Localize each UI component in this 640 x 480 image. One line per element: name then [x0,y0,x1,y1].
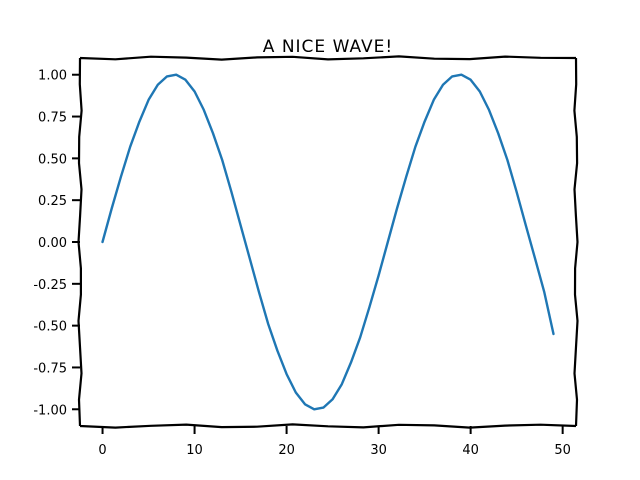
x-tick-label: 30 [370,443,387,458]
x-tick-label: 0 [98,443,106,458]
x-tick-label: 20 [278,443,295,458]
plot-frame [77,55,579,429]
y-tick-label: -1.00 [33,403,67,418]
y-tick-label: 0.75 [38,111,67,126]
x-axis-ticks: 0 10 20 30 40 50 [98,426,571,458]
chart-title: A NICE WAVE! [263,37,393,57]
y-tick-label: 1.00 [38,69,67,84]
y-axis-ticks: 1.00 0.75 0.50 0.25 0.00 -0.25 -0.50 -0.75 -1.00 [33,69,80,418]
y-tick-label: -0.25 [33,278,67,293]
y-tick-label: 0.25 [38,194,67,209]
y-tick-label: -0.50 [33,320,67,335]
wave-series-line [101,73,555,411]
x-tick-label: 10 [186,443,203,458]
x-tick-label: 50 [554,443,571,458]
y-tick-label: -0.75 [33,361,67,376]
y-tick-label: 0.50 [38,152,67,167]
x-tick-label: 40 [462,443,479,458]
y-tick-label: 0.00 [38,236,67,251]
